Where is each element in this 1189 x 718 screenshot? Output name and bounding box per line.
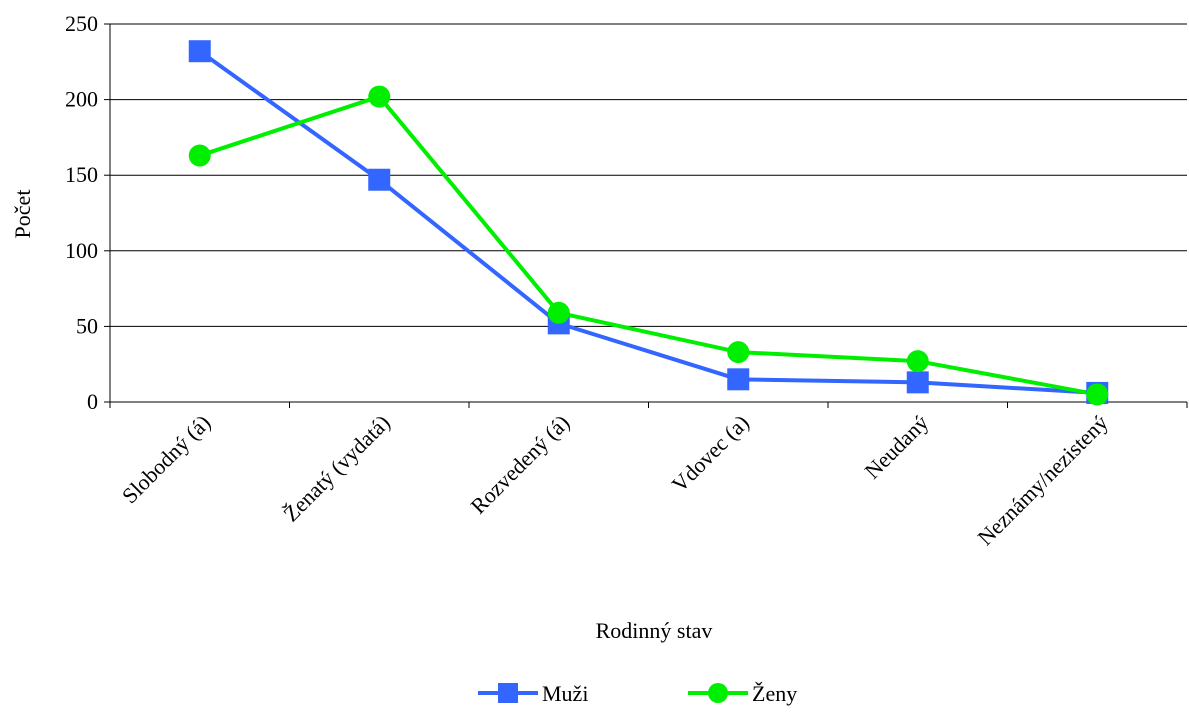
x-tick-label: Ženatý (vydatá) — [278, 410, 395, 527]
data-point — [1086, 383, 1109, 406]
x-tick-label: Rozvedený (á) — [465, 410, 574, 519]
data-point — [188, 40, 211, 63]
y-axis-ticks: 0 50 100 150 200 250 — [65, 11, 110, 414]
data-point — [906, 371, 929, 394]
y-tick-label: 0 — [87, 389, 98, 414]
gridlines — [110, 23, 1187, 327]
data-point — [368, 85, 391, 108]
legend-marker — [708, 683, 728, 703]
data-point — [188, 144, 211, 167]
legend: Muži Ženy — [478, 681, 797, 706]
y-tick-label: 200 — [65, 87, 98, 112]
y-tick-label: 150 — [65, 162, 98, 187]
axes — [109, 24, 1187, 403]
x-tick-label: Vdovec (a) — [667, 410, 754, 497]
y-tick-label: 100 — [65, 238, 98, 263]
data-point — [547, 301, 570, 324]
data-point — [906, 350, 929, 373]
x-axis-title: Rodinný stav — [596, 618, 713, 643]
y-tick-label: 50 — [76, 313, 98, 338]
x-tick-label: Neznámy/nezistený — [972, 410, 1112, 550]
legend-label: Ženy — [752, 681, 797, 706]
legend-label: Muži — [542, 681, 588, 706]
data-point — [368, 168, 391, 191]
series-line — [198, 49, 1098, 395]
series — [188, 40, 1109, 406]
x-axis-ticks: Slobodný (á) Ženatý (vydatá) Rozvedený (á)… — [109, 402, 1188, 550]
series-line — [199, 94, 1098, 397]
data-point — [727, 341, 750, 364]
y-tick-label: 250 — [65, 11, 98, 36]
x-tick-label: Neudaný — [859, 410, 933, 484]
y-axis-title: Počet — [10, 190, 35, 239]
x-tick-label: Slobodný (á) — [117, 410, 215, 508]
data-point — [727, 368, 750, 391]
legend-marker — [498, 683, 518, 703]
